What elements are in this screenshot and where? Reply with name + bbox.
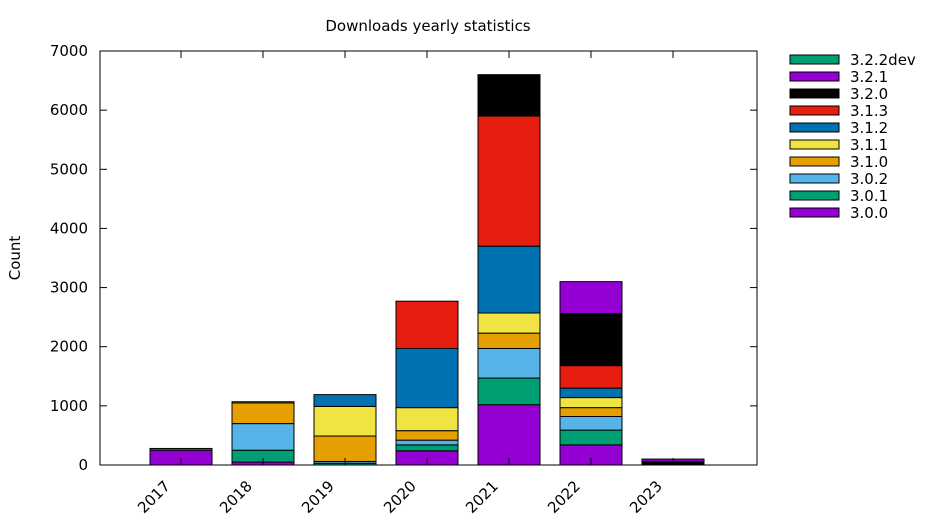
bar-segment — [313, 405, 377, 437]
x-tick-label: 2017 — [134, 477, 174, 517]
bar-segment — [477, 332, 541, 349]
legend-label: 3.1.0 — [850, 153, 888, 171]
bar-segment — [559, 313, 623, 367]
legend-swatch — [789, 207, 840, 218]
bar-segment — [313, 435, 377, 462]
bar-segment — [559, 397, 623, 409]
legend-label: 3.1.2 — [850, 119, 888, 137]
bar-segment — [395, 407, 459, 432]
bar-segment — [559, 281, 623, 315]
y-tick-label: 1000 — [50, 397, 88, 415]
bar-segment — [477, 74, 541, 117]
x-tick-label: 2022 — [544, 477, 584, 517]
y-tick-label: 0 — [78, 456, 88, 474]
legend-swatch — [789, 54, 840, 65]
bar-segment — [559, 416, 623, 431]
legend-label: 3.0.1 — [850, 187, 888, 205]
bars-layer — [149, 74, 705, 466]
legend-label: 3.0.0 — [850, 204, 888, 222]
x-tick-label: 2021 — [462, 477, 502, 517]
bar-segment — [477, 245, 541, 314]
y-axis-label: Count — [6, 236, 24, 281]
y-tick-label: 5000 — [50, 160, 88, 178]
bar-segment — [395, 439, 459, 446]
x-tick-label: 2023 — [626, 477, 666, 517]
bar-segment — [477, 377, 541, 406]
legend-swatch — [789, 173, 840, 184]
legend-label: 3.2.1 — [850, 68, 888, 86]
bar-segment — [477, 312, 541, 334]
legend-swatch — [789, 139, 840, 150]
y-tick-label: 7000 — [50, 42, 88, 60]
bar-segment — [395, 430, 459, 441]
y-tick-label: 2000 — [50, 338, 88, 356]
bar-segment — [313, 394, 377, 407]
bar-segment — [395, 444, 459, 452]
bar-segment — [559, 429, 623, 446]
legend-swatch — [789, 190, 840, 201]
bar-segment — [477, 347, 541, 379]
bar-segment — [477, 404, 541, 466]
legend-label: 3.1.1 — [850, 136, 888, 154]
legend-label: 3.1.3 — [850, 102, 888, 120]
y-tick-label: 4000 — [50, 219, 88, 237]
bar-segment — [231, 423, 295, 451]
bar-segment — [231, 402, 295, 425]
legend-swatch — [789, 156, 840, 167]
bar-segment — [559, 365, 623, 389]
bar-segment — [559, 407, 623, 418]
bar-segment — [395, 347, 459, 409]
bar-segment — [477, 115, 541, 247]
legend-swatch — [789, 88, 840, 99]
legend: 3.2.2dev3.2.13.2.03.1.33.1.23.1.13.1.03.… — [789, 51, 916, 222]
legend-label: 3.2.0 — [850, 85, 888, 103]
y-tick-label: 6000 — [50, 101, 88, 119]
bar-segment — [149, 447, 213, 451]
legend-swatch — [789, 71, 840, 82]
x-tick-label: 2020 — [380, 477, 420, 517]
chart-title: Downloads yearly statistics — [325, 17, 530, 35]
legend-swatch — [789, 122, 840, 133]
y-tick-label: 3000 — [50, 279, 88, 297]
x-tick-label: 2018 — [216, 477, 256, 517]
legend-label: 3.0.2 — [850, 170, 888, 188]
legend-swatch — [789, 105, 840, 116]
bar-segment — [231, 401, 295, 404]
bar-segment — [559, 387, 623, 399]
x-tick-label: 2019 — [298, 477, 338, 517]
bar-segment — [395, 300, 459, 349]
plot-frame — [99, 50, 758, 466]
legend-label: 3.2.2dev — [850, 51, 916, 69]
